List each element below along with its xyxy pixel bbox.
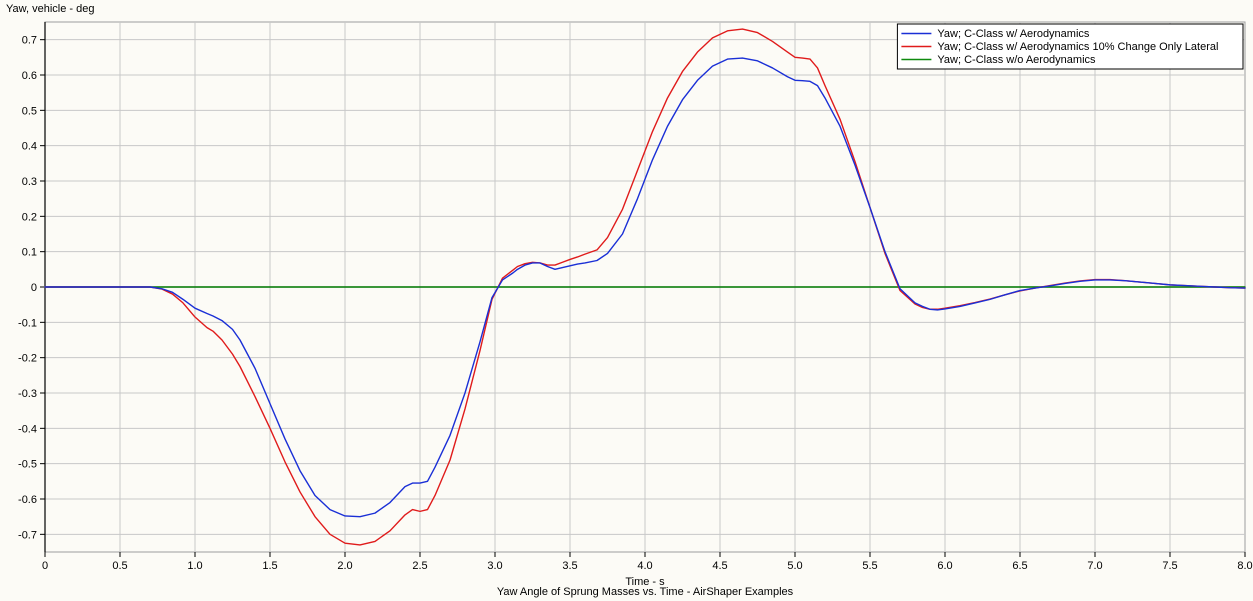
y-tick-label: 0 bbox=[31, 282, 37, 294]
x-tick-label: 6.5 bbox=[1012, 560, 1027, 572]
y-tick-label: 0.5 bbox=[22, 105, 37, 117]
x-tick-label: 4.5 bbox=[712, 560, 727, 572]
y-tick-label: -0.6 bbox=[18, 494, 37, 506]
chart-svg: 0 0.5 1.0 1.5 2.0 2.5 3.0 3.5 4.0 4.5 5.0 5.5 6.0 6.5… bbox=[0, 0, 1253, 601]
x-tick-label: 4.0 bbox=[637, 560, 652, 572]
x-tick-label: 1.0 bbox=[187, 560, 202, 572]
chart-container: 0 0.5 1.0 1.5 2.0 2.5 3.0 3.5 4.0 4.5 5.0 5.5 6.0 6.5… bbox=[0, 0, 1253, 601]
x-tick-label: 7.0 bbox=[1087, 560, 1102, 572]
x-tick-label: 0 bbox=[42, 560, 48, 572]
legend-label: Yaw; C-Class w/ Aerodynamics 10% Change … bbox=[937, 41, 1218, 53]
y-tick-label: 0.6 bbox=[22, 70, 37, 82]
y-tick-label: -0.4 bbox=[18, 423, 37, 435]
x-tick-label: 3.5 bbox=[562, 560, 577, 572]
x-tick-label: 3.0 bbox=[487, 560, 502, 572]
x-tick-label: 2.0 bbox=[337, 560, 352, 572]
x-tick-label: 6.0 bbox=[937, 560, 952, 572]
x-tick-label: 5.0 bbox=[787, 560, 802, 572]
y-tick-label: 0.2 bbox=[22, 211, 37, 223]
y-tick-label: -0.2 bbox=[18, 353, 37, 365]
chart-background bbox=[0, 0, 1253, 601]
y-tick-label: -0.7 bbox=[18, 529, 37, 541]
x-tick-label: 5.5 bbox=[862, 560, 877, 572]
y-tick-label: 0.7 bbox=[22, 35, 37, 47]
y-tick-label: -0.1 bbox=[18, 317, 37, 329]
y-tick-label: 0.4 bbox=[22, 141, 37, 153]
y-axis-title: Yaw, vehicle - deg bbox=[6, 3, 94, 15]
legend-label: Yaw; C-Class w/o Aerodynamics bbox=[937, 54, 1096, 66]
y-tick-label: 0.1 bbox=[22, 247, 37, 259]
y-tick-label: -0.3 bbox=[18, 388, 37, 400]
x-tick-label: 2.5 bbox=[412, 560, 427, 572]
chart-subtitle: Yaw Angle of Sprung Masses vs. Time - Ai… bbox=[497, 586, 794, 598]
x-tick-label: 7.5 bbox=[1162, 560, 1177, 572]
y-tick-label: -0.5 bbox=[18, 459, 37, 471]
y-tick-label: 0.3 bbox=[22, 176, 37, 188]
x-tick-label: 8.0 bbox=[1237, 560, 1252, 572]
legend-label: Yaw; C-Class w/ Aerodynamics bbox=[937, 28, 1090, 40]
legend: Yaw; C-Class w/ AerodynamicsYaw; C-Class… bbox=[897, 24, 1243, 69]
x-tick-label: 0.5 bbox=[112, 560, 127, 572]
x-tick-label: 1.5 bbox=[262, 560, 277, 572]
